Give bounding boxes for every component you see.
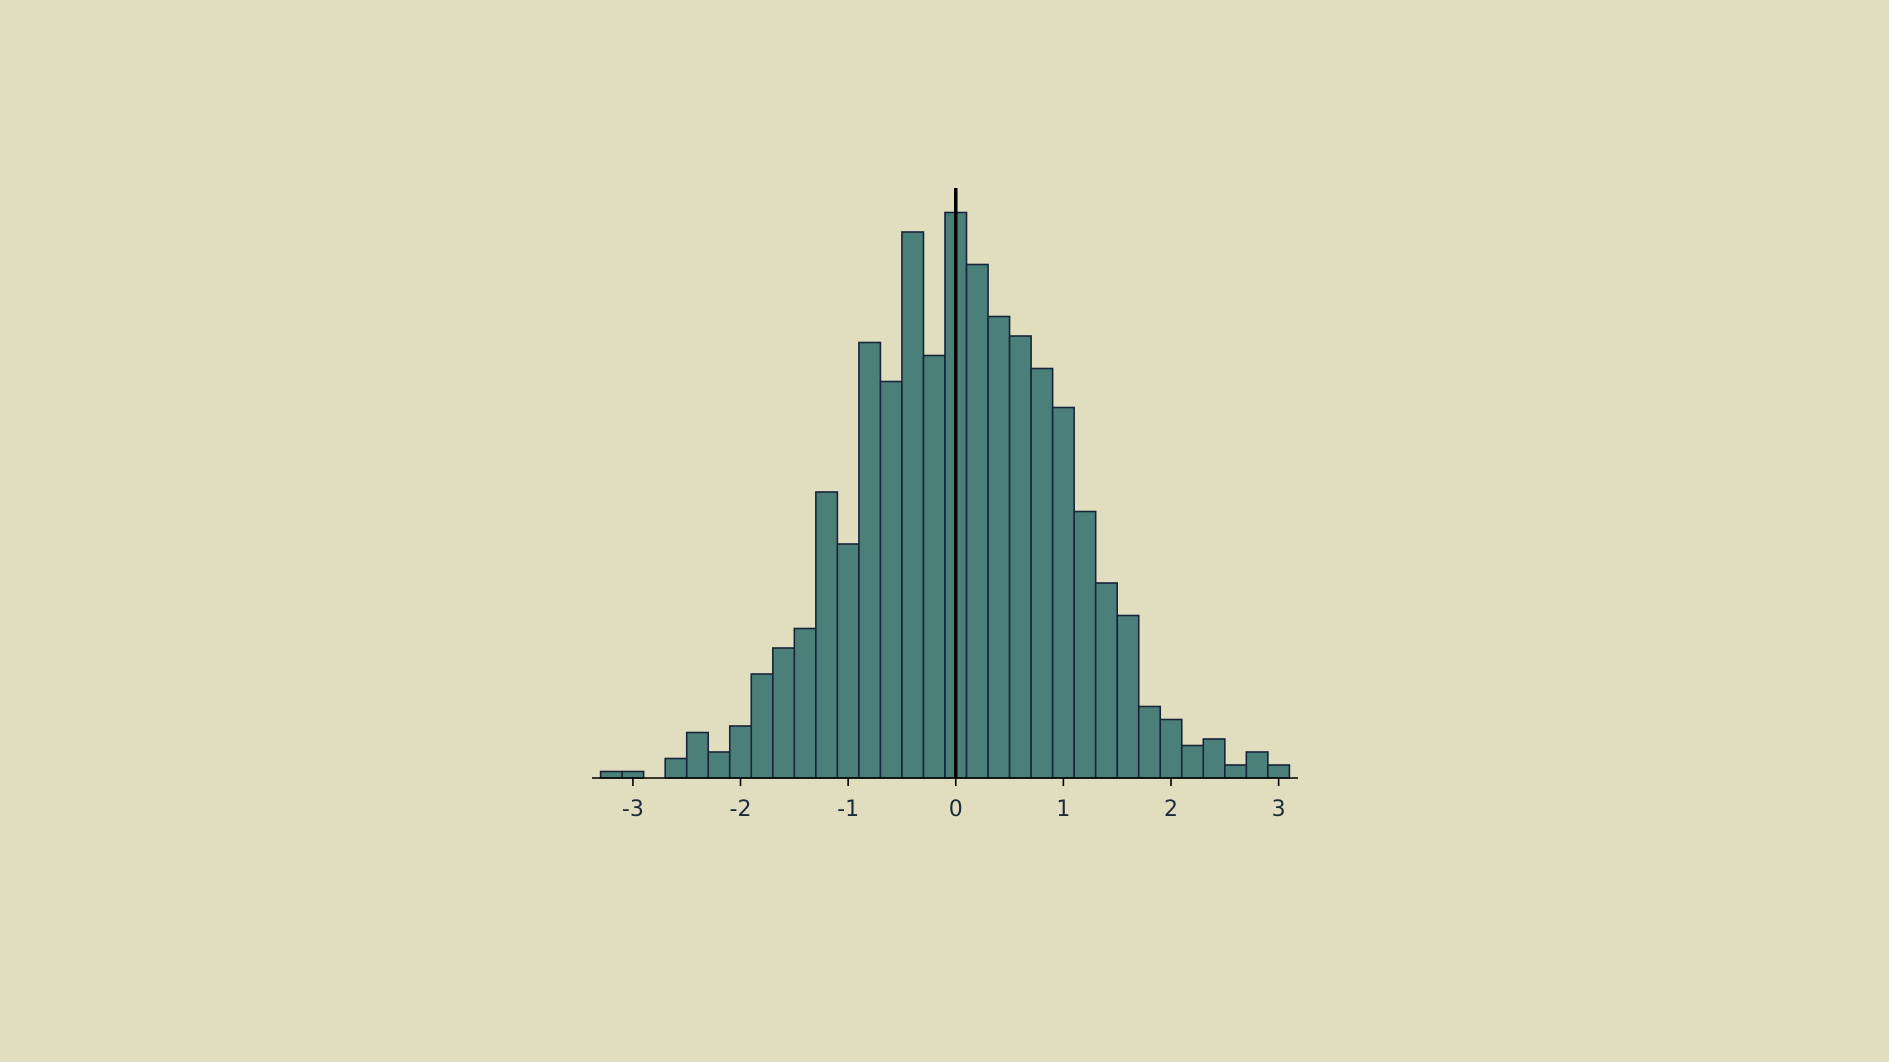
histogram-bar [1051,406,1075,779]
x-tick-label: 0 [949,797,963,822]
histogram-bar [1008,335,1032,779]
histogram-bar [1159,718,1183,779]
histogram-bar [1094,582,1118,779]
histogram-bar [1224,764,1248,779]
histogram-bar [750,673,774,779]
histogram-bar [793,627,817,779]
histogram-bar [922,354,946,779]
histogram-bar [1137,705,1162,779]
histogram-bar [664,757,688,779]
x-tick-label: 3 [1272,797,1286,822]
histogram-bar [858,341,882,779]
histogram-bar [965,263,989,779]
x-tick-label: -2 [730,797,752,822]
histogram-bar [599,770,623,779]
x-tick-label: 1 [1056,797,1070,822]
histogram-bar [1267,764,1291,779]
histogram-bar [707,751,731,779]
histogram-bar [621,770,645,779]
x-tick-label: -1 [837,797,859,822]
histogram-bar [836,543,860,779]
histogram-bar [728,725,753,779]
histogram-bar [1073,510,1097,779]
x-tick-label: -3 [622,797,644,822]
histogram-bar [1245,751,1269,779]
histogram-bar [987,315,1011,779]
histogram-bar [772,647,796,779]
histogram-bar [1202,738,1226,779]
bars-layer [599,211,1291,779]
x-ticks: -3 -2 -1 0 1 2 3 [622,778,1286,822]
histogram-bar [1030,367,1054,779]
histogram-bar [1116,614,1140,779]
histogram-bar [879,380,903,779]
histogram-bar [815,491,839,779]
histogram-bar [685,731,710,779]
histogram-bar [901,231,925,779]
histogram-bar [1180,744,1205,779]
x-tick-label: 2 [1164,797,1178,822]
